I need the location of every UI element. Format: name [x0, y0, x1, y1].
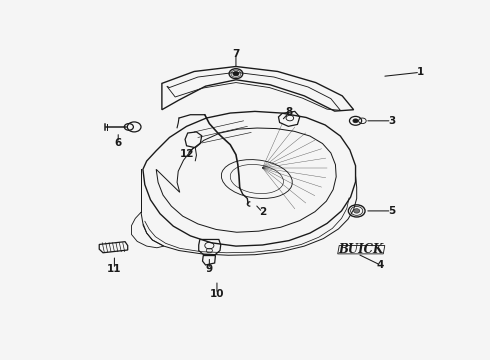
- Text: 4: 4: [376, 260, 384, 270]
- Text: 7: 7: [232, 49, 240, 59]
- Text: BUICK: BUICK: [339, 243, 384, 256]
- Text: 2: 2: [259, 207, 266, 217]
- Text: 5: 5: [388, 206, 395, 216]
- Text: 6: 6: [115, 138, 122, 148]
- Text: 8: 8: [286, 108, 293, 117]
- Text: 1: 1: [416, 67, 424, 77]
- Text: 9: 9: [206, 264, 213, 274]
- Text: 11: 11: [107, 264, 122, 274]
- Text: 10: 10: [210, 289, 224, 299]
- Text: 3: 3: [388, 116, 395, 126]
- Circle shape: [353, 119, 358, 123]
- Circle shape: [354, 209, 360, 213]
- Circle shape: [233, 72, 239, 76]
- Text: 12: 12: [179, 149, 194, 159]
